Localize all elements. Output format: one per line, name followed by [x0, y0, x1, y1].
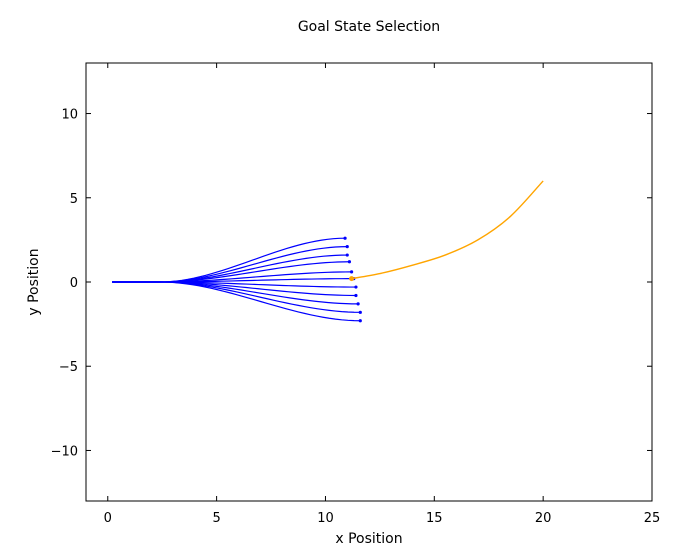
- goal-start-marker: [349, 276, 355, 282]
- chart-title: Goal State Selection: [298, 19, 440, 35]
- x-tick-label: 25: [644, 511, 661, 526]
- candidate-endpoint: [356, 302, 360, 306]
- candidate-endpoint: [358, 310, 362, 314]
- candidate-trajectory: [112, 281, 359, 305]
- candidate-endpoint: [349, 270, 354, 274]
- y-tick-label: 10: [61, 108, 78, 123]
- reference-path: [351, 180, 544, 280]
- y-tick-label: −5: [59, 360, 78, 375]
- candidate-endpoint: [345, 253, 349, 257]
- x-tick-label: 10: [317, 511, 334, 526]
- candidate-endpoint: [345, 245, 349, 249]
- candidate-endpoint: [347, 260, 352, 264]
- series-layer: [112, 180, 544, 323]
- candidate-endpoint: [354, 293, 358, 298]
- x-axis-label: x Position: [335, 531, 402, 547]
- y-tick-label: 0: [70, 276, 78, 291]
- candidate-endpoint: [354, 285, 358, 289]
- x-tick-label: 0: [104, 511, 112, 526]
- y-axis-label: y Position: [26, 248, 42, 315]
- y-tick-label: −10: [51, 444, 78, 459]
- candidate-endpoint: [358, 319, 362, 323]
- x-tick-label: 5: [212, 511, 220, 526]
- candidate-endpoint: [343, 236, 347, 240]
- candidate-trajectory: [112, 281, 361, 322]
- axis-ticks: 0 5 10 15 20 25 −10 −5 0 5 10: [51, 63, 661, 526]
- x-tick-label: 20: [535, 511, 552, 526]
- x-tick-label: 15: [426, 511, 443, 526]
- y-tick-label: 5: [70, 192, 78, 207]
